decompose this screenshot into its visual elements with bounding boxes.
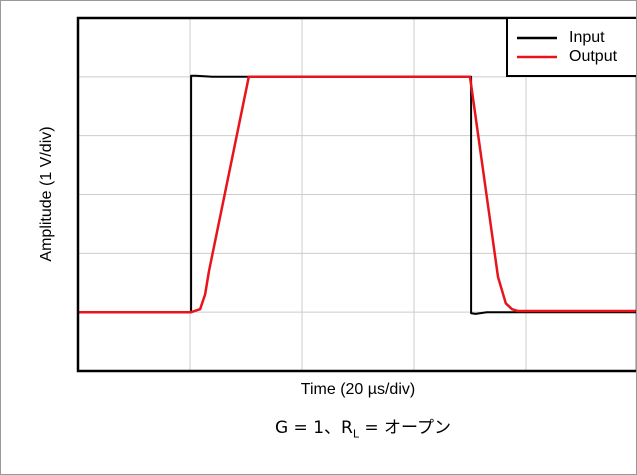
legend-label: Output	[569, 48, 618, 65]
caption-text: = オープン	[358, 418, 452, 438]
legend-label: Input	[569, 29, 605, 46]
series-line	[78, 75, 636, 314]
caption-subscript: L	[352, 427, 359, 441]
caption: G = 1、RL = オープン	[263, 411, 463, 451]
x-axis-label: Time (20 µs/div)	[301, 381, 415, 398]
y-axis-label: Amplitude (1 V/div)	[38, 126, 55, 261]
plot-frame	[76, 16, 636, 373]
caption-text: G = 1、R	[274, 418, 353, 438]
legend-box	[506, 17, 636, 77]
